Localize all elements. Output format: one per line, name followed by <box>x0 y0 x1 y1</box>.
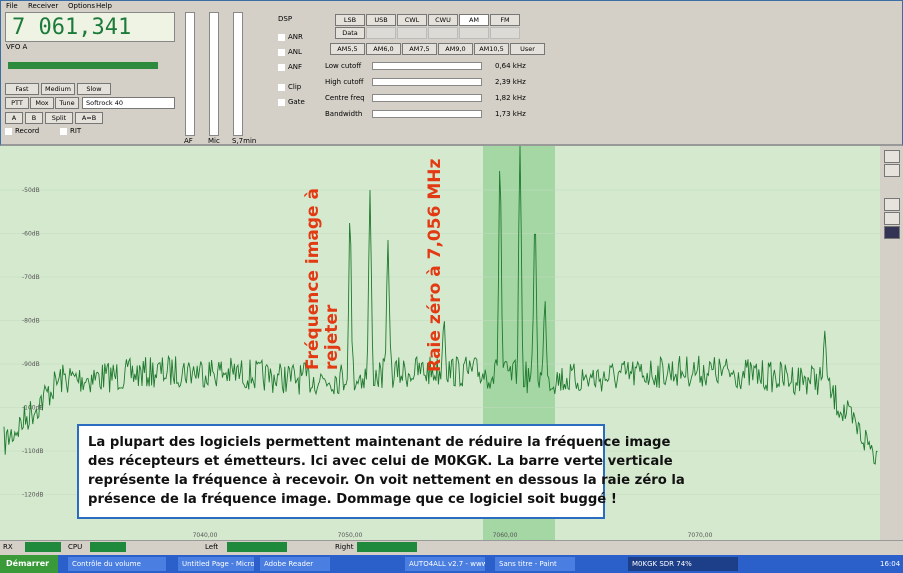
param-value: 1,82 kHz <box>495 94 526 102</box>
vfo-button[interactable]: B <box>25 112 43 124</box>
status-meter <box>357 542 417 552</box>
taskbar-item[interactable]: AUTO4ALL v2.7 - www.a... <box>405 557 485 571</box>
status-label: Left <box>205 543 218 551</box>
filter-button[interactable]: User <box>510 43 545 55</box>
view-icon[interactable] <box>884 198 900 211</box>
param-value: 0,64 kHz <box>495 62 526 70</box>
status-meter <box>90 542 126 552</box>
taskbar-item[interactable]: Contrôle du volume <box>68 557 166 571</box>
status-meter <box>25 542 61 552</box>
menu-item[interactable]: Receiver <box>28 2 58 10</box>
param-value: 1,73 kHz <box>495 110 526 118</box>
filter-button[interactable]: AM6,0 <box>366 43 401 55</box>
dsp-option[interactable]: Gate <box>278 98 305 106</box>
mode-button[interactable]: Data <box>335 27 365 39</box>
disabled-button <box>397 27 427 39</box>
slider-track <box>185 12 195 136</box>
param-slider[interactable] <box>372 62 482 70</box>
taskbar-item[interactable]: Untitled Page - Microsoft... <box>178 557 254 571</box>
mode-button[interactable]: CWU <box>428 14 458 26</box>
status-meter <box>227 542 287 552</box>
slider-label: Mic <box>208 137 220 145</box>
disabled-button <box>428 27 458 39</box>
param-label: Bandwidth <box>325 110 362 118</box>
param-slider[interactable] <box>372 110 482 118</box>
dsp-option[interactable]: Clip <box>278 83 301 91</box>
filter-button[interactable]: AM7,5 <box>402 43 437 55</box>
disabled-button <box>366 27 396 39</box>
tx-button[interactable]: Tune <box>55 97 79 109</box>
agc-button[interactable]: Medium <box>41 83 75 95</box>
start-button[interactable]: Démarrer <box>0 555 58 573</box>
frequency-display: 7 061,341 <box>5 12 175 42</box>
status-label: CPU <box>68 543 82 551</box>
param-label: High cutoff <box>325 78 363 86</box>
clock: 16:04 <box>880 560 900 568</box>
tx-button[interactable]: PTT <box>5 97 29 109</box>
status-label: RX <box>3 543 13 551</box>
sdr-window: -50dB-60dB-70dB-80dB-90dB-100dB-110dB-12… <box>0 0 903 573</box>
param-value: 2,39 kHz <box>495 78 526 86</box>
filter-button[interactable]: AM10,5 <box>474 43 509 55</box>
slider-track <box>209 12 219 136</box>
param-label: Low cutoff <box>325 62 361 70</box>
status-label: Right <box>335 543 353 551</box>
vfo-button[interactable]: Split <box>45 112 73 124</box>
menu-item[interactable]: File <box>6 2 18 10</box>
mode-button[interactable]: CWL <box>397 14 427 26</box>
dsp-title: DSP <box>278 15 292 23</box>
taskbar-item[interactable]: M0KGK SDR 74% <box>628 557 738 571</box>
param-label: Centre freq <box>325 94 365 102</box>
slider-label: S,7min <box>232 137 256 145</box>
checkbox[interactable]: RIT <box>60 127 81 135</box>
vfo-button[interactable]: A=B <box>75 112 103 124</box>
signal-bar <box>8 62 158 69</box>
menu-item[interactable]: Help <box>96 2 112 10</box>
param-slider[interactable] <box>372 78 482 86</box>
agc-button[interactable]: Fast <box>5 83 39 95</box>
tx-button[interactable]: Mox <box>30 97 54 109</box>
filter-button[interactable]: AM5,5 <box>330 43 365 55</box>
vfo-button[interactable]: A <box>5 112 23 124</box>
checkbox[interactable]: Record <box>5 127 39 135</box>
dsp-option[interactable]: ANF <box>278 63 302 71</box>
taskbar-item[interactable]: Adobe Reader <box>260 557 330 571</box>
controls: File Receiver OptionsHelp 7 061,341VFO A Fas… <box>0 0 903 573</box>
view-icon[interactable] <box>884 150 900 163</box>
slider-track <box>233 12 243 136</box>
mode-button[interactable]: FM <box>490 14 520 26</box>
dsp-option[interactable]: ANR <box>278 33 303 41</box>
view-icon[interactable] <box>884 226 900 239</box>
disabled-button <box>459 27 489 39</box>
disabled-button <box>490 27 520 39</box>
vfo-label: VFO A <box>6 43 27 51</box>
status-bar <box>0 540 903 556</box>
param-slider[interactable] <box>372 94 482 102</box>
dsp-option[interactable]: ANL <box>278 48 302 56</box>
mode-button[interactable]: LSB <box>335 14 365 26</box>
menu-item[interactable]: Options <box>68 2 95 10</box>
taskbar-item[interactable]: Sans titre - Paint <box>495 557 575 571</box>
view-icon[interactable] <box>884 164 900 177</box>
device-select[interactable]: Softrock 40 <box>82 97 175 109</box>
view-icon[interactable] <box>884 212 900 225</box>
slider-label: AF <box>184 137 193 145</box>
filter-button[interactable]: AM9,0 <box>438 43 473 55</box>
mode-button[interactable]: USB <box>366 14 396 26</box>
mode-button[interactable]: AM <box>459 14 489 26</box>
agc-button[interactable]: Slow <box>77 83 111 95</box>
